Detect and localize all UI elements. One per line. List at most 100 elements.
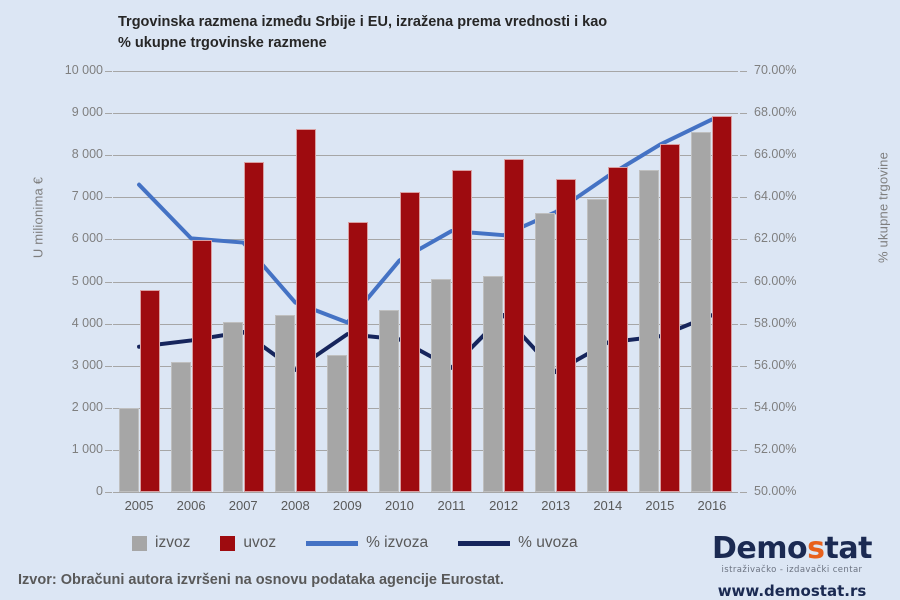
bar-uvoz-2013: [556, 179, 577, 492]
y-tick-label-left: 10 000: [64, 63, 103, 77]
logo-tagline: istraživačko - izdavački centar: [721, 565, 863, 575]
plot-area: 0 1 000 2 000 3 000 4 000 5 000 6 000 7 000 8 00…: [65, 64, 797, 497]
legend-swatch-icon: [220, 535, 236, 551]
bar-izvoz-2015: [639, 169, 660, 492]
logo-wordmark: Demostat: [697, 534, 887, 564]
y-tick-label-left: 4 000: [71, 315, 103, 330]
x-tick-label-2005: 2005: [124, 498, 154, 513]
y-tick-label-right: 64.00%: [754, 189, 797, 204]
y-tick-label-left: 1 000: [71, 441, 103, 456]
legend-item-izvoz[interactable]: izvoz: [132, 534, 190, 552]
gridline: [113, 197, 738, 199]
y-tick-mark-left: [105, 323, 112, 325]
y-tick-label-right: 58.00%: [754, 315, 797, 330]
y-tick-label-left: 7 000: [71, 189, 103, 204]
y-tick-mark-right: [740, 365, 747, 367]
y-tick-mark-right: [740, 239, 747, 241]
legend-label: uvoz: [243, 534, 277, 551]
y-axis-title-right: % ukupne trgovine: [875, 151, 891, 264]
y-tick-label-right: 60.00%: [754, 273, 797, 288]
y-tick-mark-right: [740, 281, 747, 283]
y-tick-mark-left: [105, 71, 112, 72]
logo-accent-letter: s: [807, 531, 825, 566]
bar-izvoz-2009: [326, 355, 347, 492]
bar-izvoz-2011: [431, 279, 452, 492]
y-tick-label-left: 9 000: [71, 105, 103, 120]
y-tick-label-left: 8 000: [71, 147, 103, 162]
x-tick-label-2016: 2016: [697, 498, 727, 513]
bar-izvoz-2007: [222, 322, 243, 492]
y-tick-mark-left: [105, 281, 112, 283]
legend-line-icon: [458, 540, 511, 546]
gridline: [113, 155, 738, 157]
gridline: [113, 407, 738, 409]
bar-izvoz-2008: [274, 315, 295, 492]
y-tick-mark-right: [740, 197, 747, 199]
bar-izvoz-2005: [118, 407, 139, 492]
logo-url: www.demostat.rs: [717, 582, 867, 600]
legend-label: izvoz: [155, 534, 191, 551]
y-tick-mark-right: [740, 323, 747, 325]
bar-izvoz-2016: [691, 132, 712, 492]
bar-uvoz-2012: [504, 158, 525, 492]
logo-part-1: Demo: [712, 531, 808, 566]
legend-item-uvoz[interactable]: uvoz: [220, 534, 276, 552]
bar-uvoz-2010: [399, 191, 420, 492]
source-note: Izvor: Obračuni autora izvršeni na osnov…: [18, 572, 504, 588]
gridline: [113, 365, 738, 367]
x-tick-label-2007: 2007: [228, 498, 258, 513]
bar-izvoz-2006: [170, 361, 191, 492]
gridline: [113, 71, 738, 72]
bar-uvoz-2006: [191, 240, 212, 492]
chart-legend: izvoz uvoz % izvoza % uvoza: [132, 534, 578, 552]
y-tick-mark-left: [105, 239, 112, 241]
bar-uvoz-2008: [295, 129, 316, 492]
x-tick-label-2013: 2013: [541, 498, 571, 513]
y-tick-mark-right: [740, 113, 747, 115]
y-tick-mark-right: [740, 492, 747, 493]
y-tick-mark-left: [105, 197, 112, 199]
legend-label: % uvoza: [518, 534, 578, 551]
title-line-1: Trgovinska razmena između Srbije i EU, i…: [118, 14, 608, 30]
legend-item-uvoza[interactable]: % uvoza: [458, 534, 578, 552]
y-tick-label-right: 68.00%: [754, 105, 797, 120]
gridline: [113, 323, 738, 325]
y-tick-label-left: 2 000: [71, 399, 103, 414]
y-tick-mark-right: [740, 155, 747, 157]
gridline: [113, 113, 738, 115]
gridline: [113, 449, 738, 451]
gridline: [113, 239, 738, 241]
y-tick-label-right: 62.00%: [754, 231, 797, 246]
demostat-logo[interactable]: Demostat istraživačko - izdavački centar…: [697, 534, 887, 600]
bar-izvoz-2010: [378, 309, 399, 492]
y-tick-mark-left: [105, 113, 112, 115]
y-tick-mark-left: [105, 407, 112, 409]
y-tick-mark-left: [105, 365, 112, 367]
x-tick-label-2006: 2006: [176, 498, 206, 513]
y-tick-label-left: 6 000: [71, 231, 103, 246]
y-tick-mark-right: [740, 407, 747, 409]
gridline: [113, 492, 738, 493]
bar-uvoz-2005: [139, 290, 160, 492]
bar-uvoz-2011: [452, 169, 473, 492]
y-tick-mark-left: [105, 492, 112, 493]
x-tick-label-2010: 2010: [384, 498, 414, 513]
bar-uvoz-2016: [712, 116, 733, 492]
y-tick-label-right: 52.00%: [754, 441, 797, 456]
bar-uvoz-2009: [347, 221, 368, 492]
y-tick-mark-right: [740, 449, 747, 451]
x-axis: 2005 2006 2007 2008 2009 2010 2011 2012 2013 2014…: [113, 498, 738, 520]
y-tick-mark-right: [740, 71, 747, 72]
bar-uvoz-2015: [660, 144, 681, 492]
y-tick-mark-left: [105, 449, 112, 451]
legend-item-izvoza[interactable]: % izvoza: [306, 534, 428, 552]
y-tick-label-left: 3 000: [71, 357, 103, 372]
bar-izvoz-2013: [535, 213, 556, 492]
x-tick-label-2015: 2015: [645, 498, 675, 513]
legend-label: % izvoza: [366, 534, 429, 551]
gridline: [113, 281, 738, 283]
bar-izvoz-2014: [587, 199, 608, 492]
y-tick-label-right: 50.00%: [754, 484, 797, 498]
legend-swatch-icon: [132, 535, 147, 551]
